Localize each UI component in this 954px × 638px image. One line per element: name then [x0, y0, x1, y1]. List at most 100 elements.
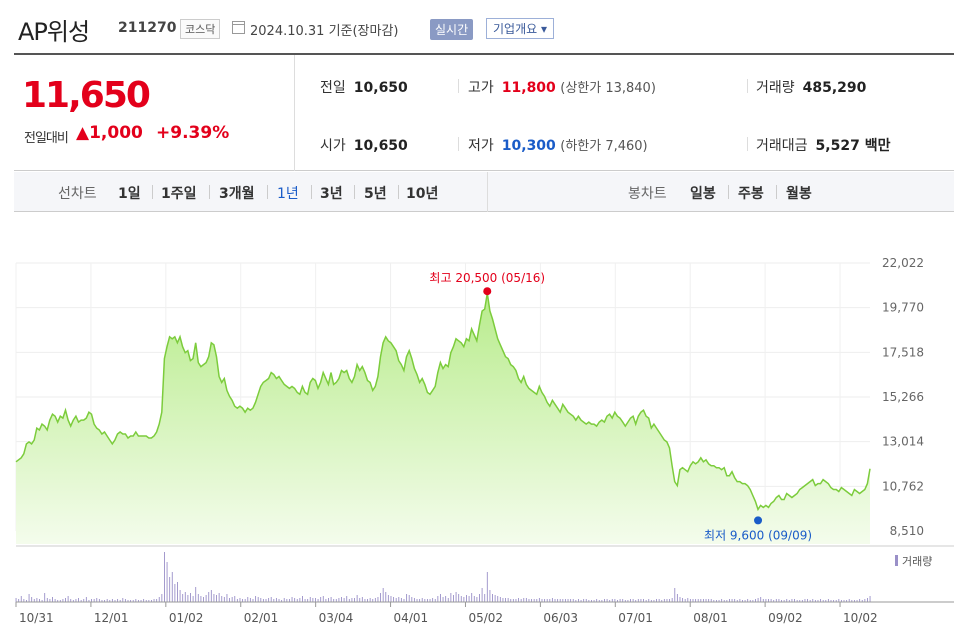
lower-limit: (하한가 7,460): [560, 139, 648, 154]
x-tick-label: 12/01: [94, 611, 129, 625]
period-1d[interactable]: 1일: [118, 186, 141, 202]
volume-bar: [528, 599, 530, 602]
volume-bar: [62, 599, 64, 602]
line-chart-label: 선차트: [58, 186, 97, 202]
candle-monthly[interactable]: 월봉: [786, 186, 812, 202]
period-3y[interactable]: 3년: [320, 186, 343, 202]
volume-bar: [124, 599, 126, 602]
divider: [152, 185, 153, 199]
volume-bar: [489, 590, 491, 602]
volume-bar: [549, 599, 551, 602]
volume-bar: [359, 598, 361, 602]
y-tick-label: 15,266: [882, 390, 924, 404]
volume-bar: [312, 598, 314, 602]
period-5y[interactable]: 5년: [364, 186, 387, 202]
volume-bar: [601, 600, 603, 602]
volume-bar: [617, 600, 618, 602]
volume-bar: [499, 597, 501, 602]
price-chart[interactable]: 22,022 19,770 17,518 15,266 13,014 10,762 8,51…: [0, 240, 954, 638]
candle-weekly[interactable]: 주봉: [738, 186, 764, 202]
period-10y[interactable]: 10년: [406, 186, 439, 202]
high-price: 고가 11,800 (상한가 13,840): [468, 77, 656, 97]
volume-bar: [453, 595, 454, 602]
volume-bar: [804, 599, 806, 602]
candle-daily[interactable]: 일봉: [690, 186, 716, 202]
volume-bar: [833, 600, 835, 602]
volume-bar: [661, 600, 663, 602]
volume-bar: [20, 596, 22, 602]
volume-bar: [533, 599, 535, 602]
volume-bar: [369, 598, 371, 602]
volume-bar: [408, 595, 410, 602]
volume-bar: [406, 594, 408, 602]
volume-bar: [39, 599, 40, 602]
volume-bar: [291, 597, 293, 602]
x-tick-label: 03/04: [319, 611, 354, 625]
company-overview-dropdown[interactable]: 기업개요 ▾: [486, 18, 554, 39]
divider: [487, 172, 488, 212]
volume-bar: [281, 600, 283, 602]
volume-bar: [637, 599, 639, 602]
divider: [354, 185, 355, 199]
volume-bar: [294, 598, 296, 602]
volume-bar: [689, 599, 691, 602]
volume-bar: [674, 588, 676, 602]
volume-bar: [455, 592, 457, 602]
period-3m[interactable]: 3개월: [219, 186, 255, 202]
volume-bar: [536, 599, 538, 602]
volume-bar: [158, 597, 160, 602]
period-1w[interactable]: 1주일: [161, 186, 197, 202]
volume-bar: [609, 600, 611, 602]
volume-bar: [562, 599, 564, 602]
volume-bar: [148, 600, 150, 602]
volume-bar: [223, 597, 225, 602]
period-1y[interactable]: 1년: [277, 186, 299, 202]
volume-bar: [814, 600, 816, 602]
volume-bar: [226, 594, 228, 602]
low-label: 저가: [468, 138, 494, 154]
volume-bar: [15, 598, 17, 602]
volume-bar: [307, 599, 309, 602]
volume-bar: [210, 590, 212, 602]
calendar-icon: [232, 21, 245, 34]
volume-bar: [736, 600, 738, 602]
volume-bar: [390, 596, 392, 602]
volume-bar: [666, 599, 668, 602]
volume-bar: [708, 599, 710, 602]
volume-bar: [91, 599, 93, 602]
volume-bar: [512, 599, 514, 602]
volume-bar: [835, 600, 837, 602]
divider: [209, 185, 210, 199]
volume-bar: [348, 599, 350, 602]
volume-bar: [413, 598, 415, 602]
volume-bar: [762, 599, 764, 602]
trade-value-value: 5,527 백만: [815, 138, 891, 154]
volume-bar: [564, 599, 566, 602]
volume-bar: [164, 552, 165, 602]
volume-bar: [72, 600, 74, 602]
volume-bar: [557, 599, 559, 602]
volume-bar: [692, 599, 694, 602]
volume-bar: [354, 598, 355, 602]
volume-bar: [848, 599, 850, 602]
volume-bar: [726, 600, 728, 602]
volume-bar: [757, 598, 759, 602]
realtime-button[interactable]: 실시간: [430, 19, 474, 40]
volume-bar: [697, 599, 699, 602]
volume-bar: [309, 597, 311, 602]
volume-bar: [88, 600, 90, 602]
volume-bar: [588, 600, 590, 602]
volume-bar: [122, 598, 124, 602]
volume-bar: [788, 600, 790, 602]
volume-bar: [520, 599, 522, 602]
volume-bar: [135, 599, 137, 602]
volume-bar: [70, 599, 72, 602]
volume-bar: [575, 600, 577, 602]
volume-bar: [614, 599, 616, 602]
volume-bar: [132, 600, 134, 602]
volume-bar: [606, 599, 608, 602]
volume-bar: [197, 594, 199, 602]
low-price: 저가 10,300 (하한가 7,460): [468, 135, 648, 155]
volume-bar: [648, 599, 650, 602]
volume-bar: [268, 598, 270, 602]
